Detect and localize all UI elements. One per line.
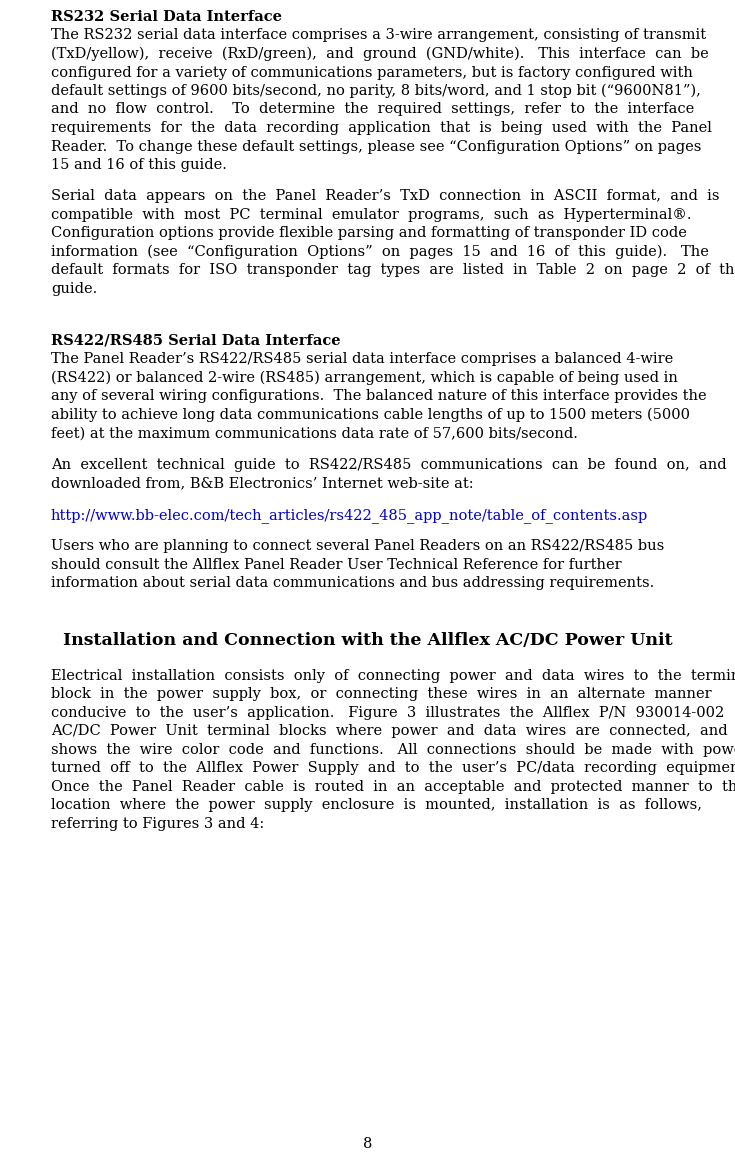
Text: compatible  with  most  PC  terminal  emulator  programs,  such  as  Hypertermin: compatible with most PC terminal emulato…	[51, 207, 692, 223]
Text: block  in  the  power  supply  box,  or  connecting  these  wires  in  an  alter: block in the power supply box, or connec…	[51, 687, 711, 701]
Text: Electrical  installation  consists  only  of  connecting  power  and  data  wire: Electrical installation consists only of…	[51, 669, 735, 683]
Text: default  formats  for  ISO  transponder  tag  types  are  listed  in  Table  2  : default formats for ISO transponder tag …	[51, 263, 735, 277]
Text: RS232 Serial Data Interface: RS232 Serial Data Interface	[51, 10, 282, 24]
Text: location  where  the  power  supply  enclosure  is  mounted,  installation  is  : location where the power supply enclosur…	[51, 799, 702, 812]
Text: 8: 8	[363, 1137, 372, 1151]
Text: Serial  data  appears  on  the  Panel  Reader’s  TxD  connection  in  ASCII  for: Serial data appears on the Panel Reader’…	[51, 189, 720, 204]
Text: Configuration options provide flexible parsing and formatting of transponder ID : Configuration options provide flexible p…	[51, 226, 687, 240]
Text: guide.: guide.	[51, 282, 97, 296]
Text: referring to Figures 3 and 4:: referring to Figures 3 and 4:	[51, 817, 265, 831]
Text: AC/DC  Power  Unit  terminal  blocks  where  power  and  data  wires  are  conne: AC/DC Power Unit terminal blocks where p…	[51, 724, 728, 738]
Text: Reader.  To change these default settings, please see “Configuration Options” on: Reader. To change these default settings…	[51, 139, 701, 153]
Text: turned  off  to  the  Allflex  Power  Supply  and  to  the  user’s  PC/data  rec: turned off to the Allflex Power Supply a…	[51, 761, 735, 775]
Text: The RS232 serial data interface comprises a 3-wire arrangement, consisting of tr: The RS232 serial data interface comprise…	[51, 29, 706, 43]
Text: conducive  to  the  user’s  application.   Figure  3  illustrates  the  Allflex : conducive to the user’s application. Fig…	[51, 706, 724, 720]
Text: should consult the Allflex Panel Reader User Technical Reference for further: should consult the Allflex Panel Reader …	[51, 557, 622, 571]
Text: The Panel Reader’s RS422/RS485 serial data interface comprises a balanced 4-wire: The Panel Reader’s RS422/RS485 serial da…	[51, 352, 673, 366]
Text: information  (see  “Configuration  Options”  on  pages  15  and  16  of  this  g: information (see “Configuration Options”…	[51, 245, 709, 260]
Text: RS422/RS485 Serial Data Interface: RS422/RS485 Serial Data Interface	[51, 334, 340, 348]
Text: http://www.bb-elec.com/tech_articles/rs422_485_app_note/table_of_contents.asp: http://www.bb-elec.com/tech_articles/rs4…	[51, 508, 648, 523]
Text: configured for a variety of communications parameters, but is factory configured: configured for a variety of communicatio…	[51, 66, 693, 80]
Text: Users who are planning to connect several Panel Readers on an RS422/RS485 bus: Users who are planning to connect severa…	[51, 539, 664, 553]
Text: (TxD/yellow),  receive  (RxD/green),  and  ground  (GND/white).   This  interfac: (TxD/yellow), receive (RxD/green), and g…	[51, 48, 709, 61]
Text: any of several wiring configurations.  The balanced nature of this interface pro: any of several wiring configurations. Th…	[51, 389, 706, 403]
Text: 15 and 16 of this guide.: 15 and 16 of this guide.	[51, 158, 227, 172]
Text: Installation and Connection with the Allflex AC/DC Power Unit: Installation and Connection with the All…	[62, 632, 673, 649]
Text: and  no  flow  control.    To  determine  the  required  settings,  refer  to  t: and no flow control. To determine the re…	[51, 102, 695, 117]
Text: ability to achieve long data communications cable lengths of up to 1500 meters (: ability to achieve long data communicati…	[51, 408, 690, 422]
Text: shows  the  wire  color  code  and  functions.   All  connections  should  be  m: shows the wire color code and functions.…	[51, 743, 735, 757]
Text: feet) at the maximum communications data rate of 57,600 bits/second.: feet) at the maximum communications data…	[51, 427, 578, 440]
Text: (RS422) or balanced 2-wire (RS485) arrangement, which is capable of being used i: (RS422) or balanced 2-wire (RS485) arran…	[51, 371, 678, 385]
Text: downloaded from, B&B Electronics’ Internet web-site at:: downloaded from, B&B Electronics’ Intern…	[51, 476, 473, 490]
Text: requirements  for  the  data  recording  application  that  is  being  used  wit: requirements for the data recording appl…	[51, 121, 712, 134]
Text: information about serial data communications and bus addressing requirements.: information about serial data communicat…	[51, 576, 654, 590]
Text: default settings of 9600 bits/second, no parity, 8 bits/word, and 1 stop bit (“9: default settings of 9600 bits/second, no…	[51, 83, 701, 99]
Text: Once  the  Panel  Reader  cable  is  routed  in  an  acceptable  and  protected : Once the Panel Reader cable is routed in…	[51, 780, 735, 794]
Text: An  excellent  technical  guide  to  RS422/RS485  communications  can  be  found: An excellent technical guide to RS422/RS…	[51, 458, 727, 472]
